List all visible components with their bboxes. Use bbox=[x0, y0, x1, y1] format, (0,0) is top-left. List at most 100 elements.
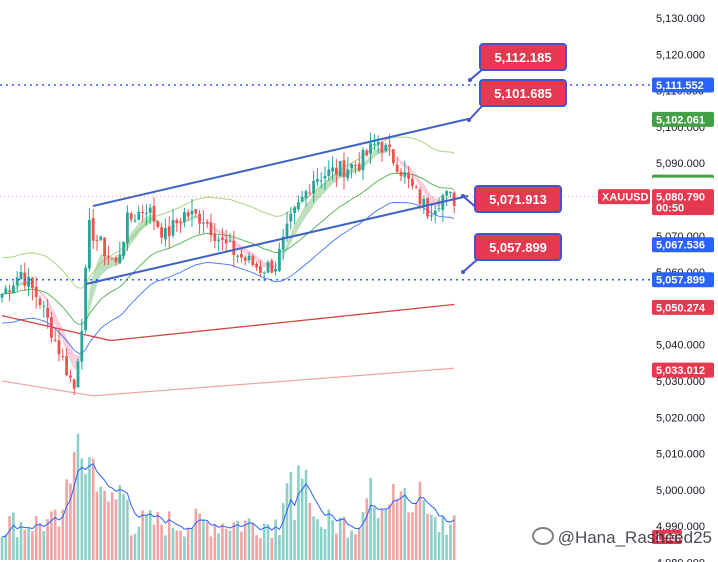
volume-bar bbox=[19, 521, 23, 560]
candle-body bbox=[99, 236, 103, 240]
volume-bar bbox=[354, 534, 357, 560]
channel-upper-line bbox=[92, 118, 469, 207]
candle-body bbox=[126, 212, 129, 244]
volume-bar bbox=[335, 533, 338, 560]
ribbon-segment bbox=[404, 163, 409, 172]
volume-bar bbox=[243, 520, 247, 560]
volume-bar bbox=[133, 533, 137, 560]
ribbon-segment bbox=[192, 215, 196, 220]
volume-bar bbox=[224, 528, 228, 560]
candle-body bbox=[61, 356, 65, 358]
volume-bar bbox=[53, 509, 57, 560]
volume-bar bbox=[452, 515, 456, 560]
ma-red-line bbox=[1, 303, 455, 342]
volume-bar bbox=[319, 526, 323, 560]
ribbon-segment bbox=[256, 255, 261, 266]
price-badge-label: 5,057.899 bbox=[656, 275, 705, 287]
volume-bar bbox=[259, 537, 262, 560]
ribbon-segment bbox=[135, 222, 139, 240]
candle-body bbox=[38, 298, 42, 306]
ribbon-segment bbox=[161, 225, 166, 227]
candle-body bbox=[88, 220, 91, 269]
candle-body bbox=[65, 356, 68, 376]
volume-bar bbox=[69, 483, 72, 560]
volume-bar bbox=[103, 490, 106, 560]
volume-bar bbox=[373, 507, 376, 560]
volume-bar bbox=[107, 501, 110, 560]
volume-bar bbox=[441, 516, 445, 560]
candle-body bbox=[46, 307, 49, 318]
candle-body bbox=[354, 164, 357, 166]
candle-body bbox=[342, 160, 346, 177]
candle-body bbox=[259, 266, 262, 273]
ribbon-segment bbox=[70, 345, 75, 371]
volume-bar bbox=[376, 517, 380, 560]
candle-body bbox=[91, 218, 95, 241]
candle-body bbox=[323, 176, 327, 179]
price-badge bbox=[652, 77, 714, 93]
volume-bar bbox=[388, 504, 391, 560]
volume-badge-label: 1.96K bbox=[655, 532, 684, 544]
candle-body bbox=[411, 178, 414, 186]
volume-bar bbox=[61, 509, 65, 560]
volume-bar bbox=[4, 534, 8, 560]
candle-body bbox=[156, 220, 160, 227]
candle-body bbox=[270, 260, 274, 273]
candle-body bbox=[122, 241, 125, 257]
volume-bar bbox=[281, 503, 285, 560]
callout-anchor-dot bbox=[468, 78, 472, 82]
candle-body bbox=[57, 340, 61, 355]
price-callouts[interactable]: 5,112.185 5,101.685 5,071.913 5,057.899 bbox=[461, 43, 567, 274]
price-badge-countdown: 00:50 bbox=[656, 203, 684, 215]
candle-body bbox=[110, 258, 114, 260]
volume-bar bbox=[217, 533, 220, 560]
price-badge-label: 5,102.061 bbox=[656, 114, 705, 126]
ribbon-segment bbox=[290, 224, 295, 243]
volume-bar bbox=[445, 534, 448, 560]
volume-bar bbox=[221, 523, 224, 560]
volume-bar bbox=[88, 457, 91, 560]
volume-bar bbox=[262, 523, 266, 560]
candle-body bbox=[107, 256, 110, 258]
candle-body bbox=[274, 269, 277, 272]
watermark-text: @Hana_Rasheed25 bbox=[557, 528, 712, 547]
volume-bar bbox=[186, 527, 190, 560]
ma-pink-line bbox=[1, 367, 455, 397]
callout-anchor-dot bbox=[461, 270, 465, 274]
volume-bar bbox=[255, 535, 258, 560]
ribbon-segment bbox=[294, 217, 299, 236]
volume-bar bbox=[34, 516, 38, 560]
chat-bubble-icon bbox=[531, 527, 554, 545]
candle-body bbox=[0, 294, 4, 298]
ribbon-fills bbox=[2, 147, 455, 371]
candle-body bbox=[53, 339, 57, 341]
volume-bar bbox=[331, 520, 334, 560]
volume-bar bbox=[91, 458, 95, 560]
candle-body bbox=[15, 277, 19, 286]
candle-body bbox=[376, 141, 380, 145]
volume-bar bbox=[72, 451, 76, 560]
volume-bar bbox=[449, 524, 452, 560]
candle-body bbox=[179, 221, 182, 224]
volume-bar bbox=[164, 535, 167, 560]
symbol-badge-label: XAUUSD bbox=[602, 192, 649, 204]
price-badge bbox=[652, 299, 714, 315]
ribbon-segment bbox=[408, 166, 413, 176]
candle-body bbox=[300, 196, 304, 202]
candle-body bbox=[213, 233, 217, 242]
volume-bar bbox=[84, 474, 87, 560]
ribbon-segment bbox=[321, 182, 325, 197]
candle-body bbox=[422, 198, 426, 207]
ribbon-segment bbox=[176, 224, 181, 227]
candle-body bbox=[312, 180, 315, 194]
volume-bar bbox=[156, 512, 160, 560]
channel-lower-line bbox=[85, 195, 469, 285]
price-axis: 5,130.0005,120.0005,110.0005,100.0005,09… bbox=[656, 13, 705, 562]
volume-bar bbox=[308, 502, 312, 560]
ribbon-segment bbox=[427, 190, 432, 205]
volume-bar bbox=[266, 524, 270, 560]
price-callout bbox=[474, 185, 562, 213]
candle-body bbox=[445, 191, 448, 196]
lower-envelope-line bbox=[1, 201, 455, 355]
